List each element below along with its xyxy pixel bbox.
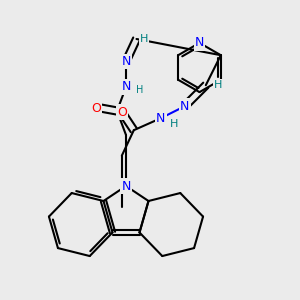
Text: O: O [91,101,101,115]
Text: N: N [121,55,131,68]
Text: N: N [121,179,131,193]
Text: H: H [136,85,143,95]
Text: N: N [195,36,204,50]
Text: H: H [140,34,148,44]
Text: N: N [180,100,190,113]
Text: H: H [170,119,178,129]
Text: N: N [121,80,131,94]
Text: N: N [156,112,166,125]
Text: O: O [117,106,127,119]
Text: H: H [214,80,222,90]
